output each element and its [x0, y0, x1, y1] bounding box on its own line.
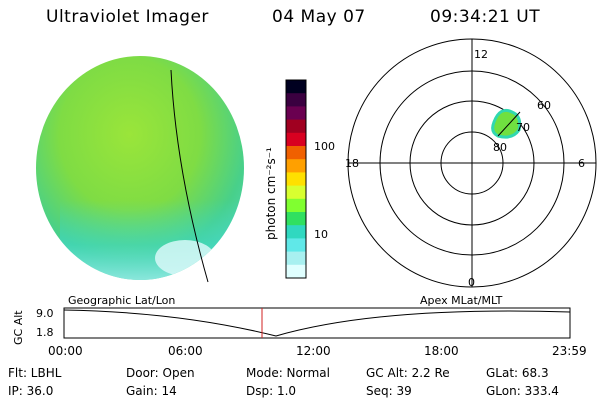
info-mode: Mode: Normal [246, 366, 330, 380]
info-seq: Seq: 39 [366, 384, 412, 398]
timeline-frame [63, 307, 571, 339]
lat-label-70: 70 [516, 121, 530, 134]
info-dsp: Dsp: 1.0 [246, 384, 297, 398]
info-gain: Gain: 14 [126, 384, 177, 398]
y-tick-low: 1.8 [36, 326, 54, 339]
geographic-panel-label: Geographic Lat/Lon [68, 294, 176, 307]
x-tick-0000: 00:00 [48, 344, 83, 358]
lat-label-60: 60 [537, 99, 551, 112]
auroral-spot [491, 108, 522, 139]
colorbar-segment [286, 172, 306, 187]
x-tick-1200: 12:00 [296, 344, 331, 358]
mlt-label-0: 0 [468, 276, 475, 289]
info-flt: Flt: LBHL [8, 366, 62, 380]
mlt-label-6: 6 [578, 157, 585, 170]
colorbar-tick-100: 100 [314, 140, 335, 153]
colorbar-segment [286, 198, 306, 213]
colorbar-segment [286, 159, 306, 173]
mlt-label-18: 18 [345, 157, 359, 170]
colorbar-segment [286, 119, 306, 134]
colorbar-segment [286, 238, 306, 253]
observation-time: 09:34:21 UT [430, 7, 541, 27]
info-ip: IP: 36.0 [8, 384, 54, 398]
colorbar-segment [286, 185, 306, 200]
colorbar-segment [286, 225, 306, 239]
colorbar-segment [286, 264, 306, 279]
colorbar-segment [286, 132, 306, 147]
instrument-title: Ultraviolet Imager [46, 7, 209, 27]
y-tick-high: 9.0 [36, 307, 54, 320]
info-glat: GLat: 68.3 [486, 366, 549, 380]
colorbar-tick-10: 10 [314, 228, 328, 241]
colorbar-segment [286, 80, 306, 94]
x-tick-0600: 06:00 [168, 344, 203, 358]
colorbar-segment [286, 106, 306, 121]
lat-label-80: 80 [493, 141, 507, 154]
terminator-line [170, 69, 209, 283]
color-scale-bar [285, 79, 307, 279]
colorbar-segment [286, 146, 306, 160]
x-tick-2359: 23:59 [552, 344, 587, 358]
x-tick-1800: 18:00 [424, 344, 459, 358]
colorbar-segment [286, 212, 306, 226]
observation-date: 04 May 07 [272, 7, 366, 27]
colorbar-frame [285, 79, 307, 279]
info-gc-alt: GC Alt: 2.2 Re [366, 366, 450, 380]
apex-panel-label: Apex MLat/MLT [420, 294, 503, 307]
info-door: Door: Open [126, 366, 195, 380]
colorbar-segment [286, 93, 306, 107]
colorbar-segment [286, 251, 306, 266]
altitude-curve [63, 309, 571, 337]
info-glon: GLon: 333.4 [486, 384, 559, 398]
mlt-label-12: 12 [474, 48, 488, 61]
